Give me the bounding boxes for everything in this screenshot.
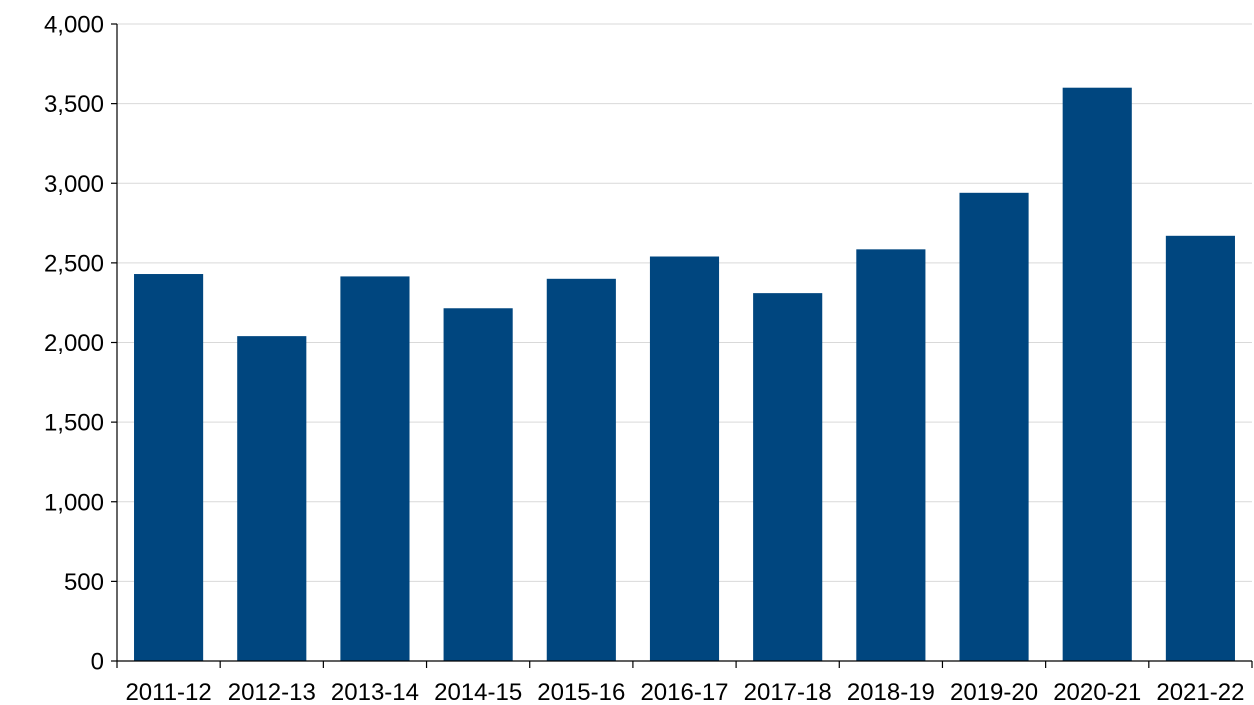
y-tick-label: 2,000 <box>44 330 104 357</box>
bar-2013-14 <box>340 276 410 661</box>
x-tick-label: 2021-22 <box>1156 679 1244 705</box>
x-tick-label: 2019-20 <box>950 679 1038 705</box>
bar-2019-20 <box>959 192 1029 661</box>
bar-2012-13 <box>237 336 307 661</box>
bars <box>134 87 1235 662</box>
x-axis-ticks: 2011-12 2012-13 2013-14 2014-15 2015-16 2016-… <box>116 661 1253 705</box>
bar-2014-15 <box>443 308 513 661</box>
x-tick-label: 2016-17 <box>640 679 728 705</box>
x-tick-label: 2011-12 <box>125 679 211 705</box>
y-tick-label: 1,000 <box>44 489 104 516</box>
x-tick-label: 2012-13 <box>228 679 316 705</box>
y-tick-label: 1,500 <box>44 410 104 437</box>
y-tick-label: 3,500 <box>44 91 104 118</box>
x-tick-label: 2013-14 <box>331 679 419 705</box>
y-tick-label: 2,500 <box>44 250 104 277</box>
bar-2020-21 <box>1062 87 1132 661</box>
y-tick-label: 0 <box>91 649 104 676</box>
x-tick-label: 2020-21 <box>1053 679 1141 705</box>
y-axis-ticks: 0 500 1,000 1,500 2,000 2,500 3,000 3,500 4,000 <box>44 12 117 676</box>
bar-2011-12 <box>134 274 204 661</box>
x-tick-label: 2014-15 <box>434 679 522 705</box>
y-tick-label: 3,000 <box>44 171 104 198</box>
y-tick-label: 4,000 <box>44 12 104 39</box>
bar-2017-18 <box>753 293 823 661</box>
y-tick-label: 500 <box>64 569 104 596</box>
x-tick-label: 2018-19 <box>847 679 935 705</box>
bar-2015-16 <box>546 278 616 661</box>
bar-2016-17 <box>649 256 720 661</box>
x-tick-label: 2017-18 <box>744 679 832 705</box>
bar-2018-19 <box>856 249 926 661</box>
bar-2021-22 <box>1165 235 1235 662</box>
x-tick-label: 2015-16 <box>537 679 625 705</box>
